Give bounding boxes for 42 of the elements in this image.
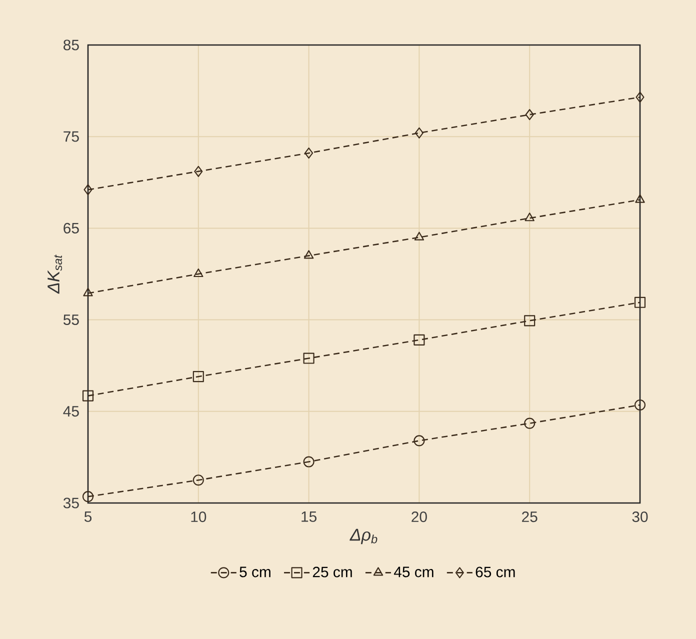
y-tick-label: 75	[64, 131, 79, 142]
x-axis-title: Δρ$_{b}$	[350, 528, 378, 544]
y-tick-label: 85	[64, 40, 79, 50]
point	[414, 334, 425, 346]
point	[192, 474, 204, 486]
point	[524, 315, 536, 326]
point	[194, 166, 203, 177]
point	[524, 418, 536, 429]
point	[303, 352, 314, 364]
legend-label: 45 cm	[394, 566, 434, 578]
point	[634, 399, 646, 411]
x-tick-label: 30	[632, 512, 648, 522]
point	[194, 268, 204, 278]
point	[636, 92, 644, 103]
point	[304, 250, 314, 259]
point	[84, 184, 92, 196]
y-axis-title: ΔK$_{sat}$	[48, 254, 62, 294]
point	[414, 232, 424, 240]
point	[525, 109, 534, 120]
x-tick-label: 10	[191, 512, 206, 522]
point	[635, 194, 645, 203]
x-tick-label: 25	[522, 512, 538, 522]
x-tick-label: 15	[302, 512, 316, 522]
legend-label: 5 cm	[240, 566, 270, 578]
y-tick-label: 55	[63, 314, 79, 326]
point	[304, 148, 314, 159]
point	[524, 212, 534, 222]
y-tick-label: 35	[63, 498, 79, 508]
x-tick-label: 20	[412, 512, 427, 522]
point	[83, 288, 93, 296]
point	[634, 296, 646, 308]
point	[192, 371, 204, 382]
y-tick-label: 45	[63, 406, 79, 417]
point	[82, 491, 94, 502]
point	[414, 127, 424, 138]
point	[303, 456, 314, 468]
y-tick-label: 65	[64, 222, 79, 234]
legend-label: 25 cm	[312, 566, 352, 578]
point	[414, 435, 425, 446]
legend-label: 65 cm	[476, 566, 515, 578]
x-tick-label: 5	[84, 512, 92, 522]
point	[82, 390, 94, 402]
